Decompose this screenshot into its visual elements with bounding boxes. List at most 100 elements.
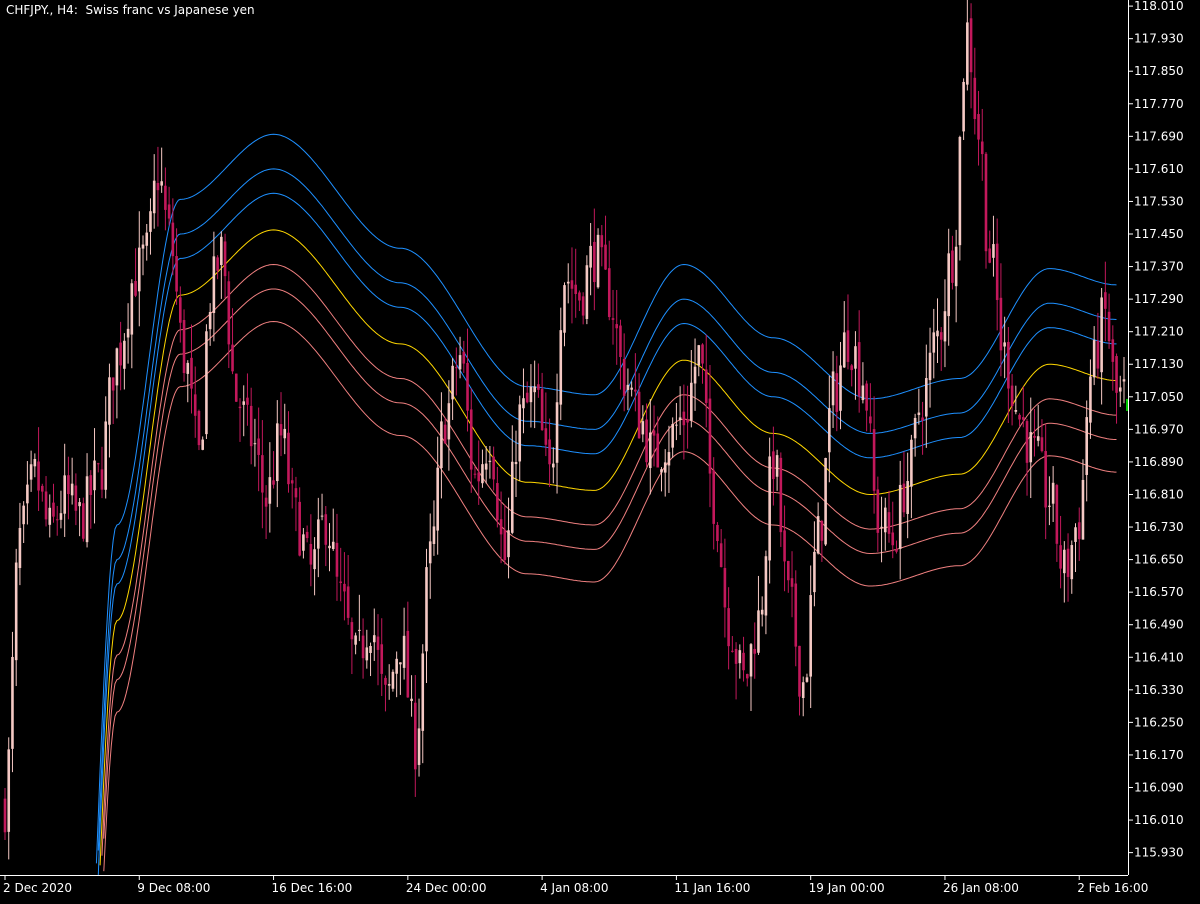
candle	[932, 308, 936, 379]
candle	[760, 596, 764, 627]
candle	[869, 383, 872, 433]
candle-body	[619, 325, 622, 357]
candle	[772, 426, 775, 506]
candle	[1044, 423, 1047, 540]
candle	[660, 467, 663, 492]
candle	[503, 504, 507, 565]
candle	[1010, 374, 1014, 426]
candle-body	[745, 673, 749, 679]
candle	[294, 476, 298, 532]
candle-body	[18, 527, 22, 568]
candle-body	[186, 362, 190, 374]
candle	[1115, 353, 1118, 424]
candle	[615, 289, 619, 365]
candle-body	[149, 211, 152, 232]
candle-body	[324, 514, 328, 545]
candle-body	[869, 416, 872, 424]
candle	[201, 436, 204, 451]
candle	[313, 537, 316, 596]
candle-body	[768, 456, 771, 561]
candle-body	[913, 417, 917, 439]
candle-body	[537, 384, 540, 390]
candle-body	[339, 581, 342, 583]
candle	[816, 502, 820, 555]
candle-body	[14, 562, 18, 661]
candle-body	[171, 222, 175, 257]
candle-body	[980, 141, 984, 155]
candle	[328, 523, 331, 572]
candle-body	[167, 204, 171, 219]
candle-body	[857, 342, 861, 397]
candle	[973, 47, 977, 135]
candle-body	[89, 475, 93, 495]
candle	[925, 344, 928, 448]
candle	[421, 644, 425, 764]
candle-body	[428, 541, 432, 564]
candle	[484, 446, 488, 484]
candle-body	[372, 635, 376, 643]
y-tick-label: 116.890	[1134, 455, 1184, 469]
candle-body	[290, 480, 294, 484]
y-tick-label: 117.290	[1134, 292, 1184, 306]
candle	[585, 255, 589, 325]
candle	[119, 321, 122, 391]
candle-body	[973, 77, 977, 119]
candle	[980, 108, 984, 181]
candle	[287, 411, 290, 493]
candle-body	[85, 476, 89, 543]
candle	[264, 485, 268, 539]
candle	[22, 501, 25, 543]
candle	[164, 167, 167, 231]
candle	[533, 360, 536, 429]
candle	[37, 427, 40, 511]
candle-body	[742, 652, 745, 671]
candle-body	[574, 284, 577, 295]
candle	[850, 363, 854, 387]
candle-body	[275, 423, 279, 482]
candle	[574, 248, 577, 318]
candle	[999, 263, 1003, 377]
candle-body	[1070, 545, 1074, 580]
candle-body	[272, 480, 275, 485]
candle	[947, 228, 950, 346]
candle-body	[518, 404, 522, 462]
candle	[962, 78, 965, 141]
candle-body	[566, 281, 570, 284]
candle	[458, 336, 462, 379]
candle	[298, 487, 301, 557]
candle	[589, 223, 592, 296]
candle	[697, 344, 701, 377]
candle-body	[593, 241, 596, 283]
y-tick-label: 117.770	[1134, 97, 1184, 111]
candle-body	[898, 484, 902, 549]
candle-body	[622, 358, 626, 396]
candle-body	[932, 332, 936, 353]
candle-body	[772, 451, 775, 480]
candle	[611, 289, 615, 345]
candle-body	[846, 330, 850, 362]
candle-body	[503, 529, 507, 561]
candle-body	[48, 507, 52, 525]
candle	[89, 470, 93, 529]
candle	[921, 401, 924, 455]
candle	[910, 434, 913, 519]
candle-body	[895, 549, 898, 552]
y-tick-label: 116.010	[1134, 813, 1184, 827]
candle-body	[402, 635, 406, 668]
x-tick-label: 26 Jan 08:00	[943, 881, 1019, 895]
candle-body	[208, 312, 212, 330]
candle-body	[615, 324, 619, 329]
candle	[197, 409, 201, 451]
candle	[249, 387, 253, 465]
candle-body	[1118, 387, 1122, 392]
candle-body	[876, 489, 880, 533]
candle	[514, 430, 518, 498]
candle	[261, 420, 264, 529]
x-tick-label: 16 Dec 16:00	[272, 881, 353, 895]
candle-body	[175, 256, 178, 292]
candle	[600, 225, 604, 267]
last-price-marker	[1126, 398, 1128, 411]
candle	[182, 309, 186, 382]
candles-layer	[3, 0, 1126, 860]
